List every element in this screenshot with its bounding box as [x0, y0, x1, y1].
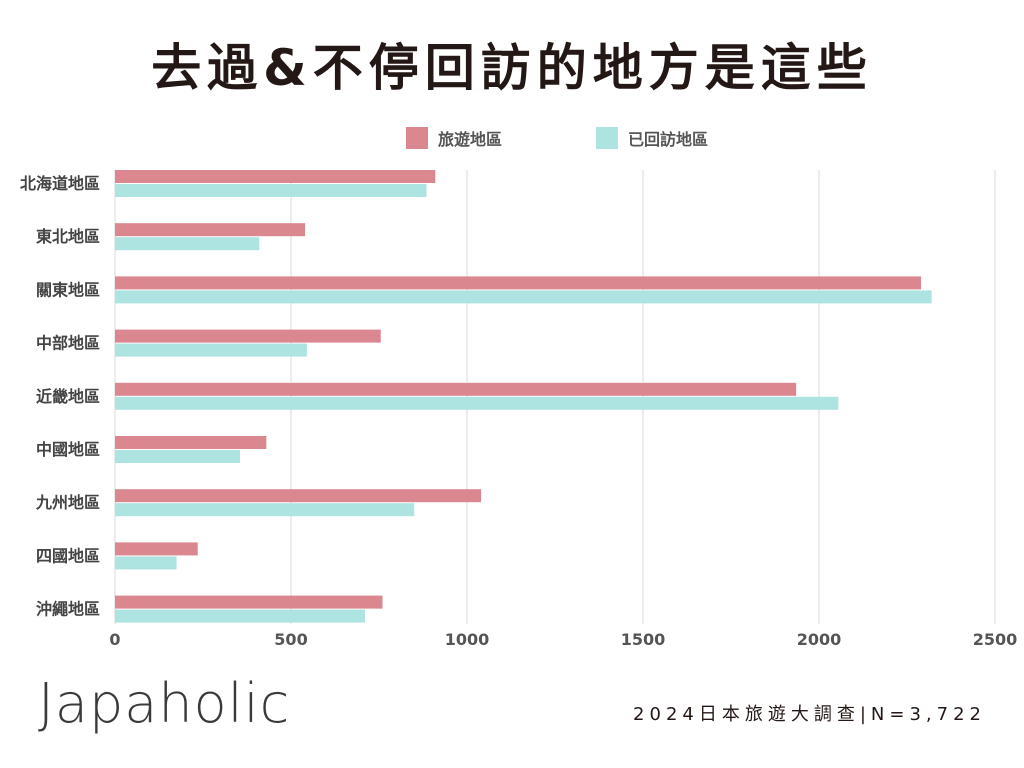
bar-series2-3 — [115, 343, 307, 357]
x-tick-label-0: 0 — [109, 630, 120, 649]
legend: 旅遊地區 已回訪地區 — [0, 126, 1024, 150]
y-category-label-6: 九州地區 — [35, 493, 100, 512]
bar-series1-2 — [115, 276, 922, 290]
bar-series1-0 — [115, 170, 436, 183]
y-category-label-8: 沖繩地區 — [36, 600, 100, 619]
legend-swatch-series1 — [405, 127, 428, 149]
y-category-label-2: 關東地區 — [36, 280, 100, 299]
y-category-label-0: 北海道地區 — [20, 174, 100, 193]
y-category-label-4: 近畿地區 — [36, 387, 100, 406]
y-category-label-3: 中部地區 — [36, 334, 100, 353]
x-tick-label-1500: 1500 — [621, 630, 666, 649]
bar-series1-3 — [115, 329, 381, 343]
legend-label-series2: 已回訪地區 — [628, 130, 709, 149]
x-tick-label-1000: 1000 — [445, 630, 490, 649]
bar-series2-2 — [115, 290, 932, 304]
bar-series2-0 — [115, 184, 427, 197]
legend-item-series2: 已回訪地區 — [596, 126, 708, 150]
y-category-label-7: 四國地區 — [36, 546, 100, 565]
bar-series2-8 — [115, 609, 365, 623]
x-tick-label-500: 500 — [274, 630, 307, 649]
bar-series1-8 — [115, 595, 383, 609]
bar-series2-5 — [115, 450, 240, 463]
y-category-label-5: 中國地區 — [36, 440, 100, 459]
chart-title: 去過&不停回訪的地方是這些 — [151, 39, 873, 97]
bar-series2-6 — [115, 503, 415, 517]
bar-series1-5 — [115, 436, 267, 449]
legend-item-series1: 旅遊地區 — [405, 126, 502, 150]
brand-logo: Japaholic — [38, 672, 291, 735]
bar-series2-1 — [115, 237, 260, 251]
bar-series2-7 — [115, 556, 177, 570]
bar-series1-6 — [115, 489, 482, 503]
x-tick-label-2000: 2000 — [797, 630, 842, 649]
y-category-label-1: 東北地區 — [36, 227, 100, 246]
bar-series1-7 — [115, 542, 198, 556]
bar-chart: 0 500 1000 1500 2000 2500 北海道地區東北地區關東地區中部地區近畿地… — [20, 170, 1018, 649]
legend-label-series1: 旅遊地區 — [437, 130, 502, 149]
legend-swatch-series2 — [596, 127, 618, 149]
survey-footer: 2024日本旅遊大調查|N=3,722 — [633, 704, 986, 725]
x-tick-label-2500: 2500 — [973, 630, 1018, 649]
bar-series2-4 — [115, 396, 839, 410]
bar-series1-4 — [115, 382, 797, 396]
bar-series1-1 — [115, 223, 306, 237]
